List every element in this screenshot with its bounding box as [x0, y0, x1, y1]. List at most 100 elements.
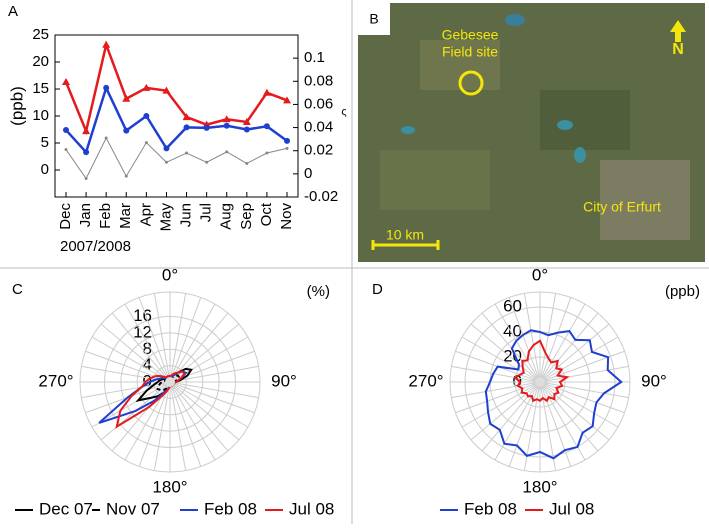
data-point — [144, 141, 148, 145]
x-tick-label: Mar — [117, 203, 134, 229]
legend-label: Dec 07 — [39, 499, 93, 518]
data-point — [183, 124, 190, 131]
grid-spoke — [539, 381, 625, 414]
x-tick-label: Nov — [278, 203, 295, 230]
grid-spoke — [138, 381, 171, 467]
grid-spoke — [169, 303, 216, 383]
grid-spoke — [111, 381, 171, 452]
y-tick-label: 15 — [32, 80, 49, 97]
north-arrow — [670, 20, 686, 42]
lake — [574, 147, 586, 163]
legend-label: Jul 08 — [289, 499, 334, 518]
y-tick-label: 5 — [41, 134, 49, 151]
x-tick-label: May — [157, 203, 174, 232]
city-label: City of Erfurt — [583, 199, 661, 215]
grid-spoke — [539, 365, 629, 383]
data-point — [205, 160, 209, 164]
grid-spoke — [138, 297, 171, 383]
grid-spoke — [111, 312, 171, 383]
theta-tick-label: 180° — [152, 477, 187, 496]
data-point — [182, 113, 191, 121]
site-marker — [458, 70, 484, 96]
data-point — [143, 113, 150, 119]
legend-label: Feb 08 — [204, 499, 257, 518]
panel-label: A — [8, 3, 18, 20]
y-tick-label: 0 — [41, 161, 49, 178]
r-tick-label: 4 — [143, 355, 152, 374]
grid-spoke — [539, 381, 610, 441]
data-point — [263, 123, 270, 130]
data-point — [223, 122, 230, 129]
north-label: N — [672, 41, 684, 58]
grid-spoke — [169, 365, 259, 383]
lake — [557, 120, 573, 130]
y2-tick-label: 0.1 — [304, 49, 325, 66]
grid-spoke — [523, 293, 541, 383]
data-point — [142, 83, 151, 91]
grid-spoke — [539, 381, 572, 467]
grid-spoke — [508, 297, 541, 383]
data-point — [203, 124, 210, 131]
grid-spoke — [494, 381, 541, 461]
x-tick-label: Sep — [238, 203, 255, 230]
grid-spoke — [124, 303, 171, 383]
theta-tick-label: 180° — [522, 477, 557, 496]
y2-tick-label: 0.02 — [304, 142, 333, 159]
data-point — [104, 136, 108, 140]
grid-spoke — [470, 381, 541, 441]
center-hub — [535, 377, 545, 387]
grid-spoke — [539, 312, 599, 383]
data-point — [262, 88, 271, 96]
x-tick-label: Dec — [57, 203, 74, 230]
data-point — [265, 151, 269, 155]
grid-spoke — [169, 381, 229, 452]
lake — [505, 14, 525, 26]
data-point — [64, 148, 68, 152]
series-line — [65, 136, 288, 180]
y-tick-label: 10 — [32, 107, 49, 124]
grid-spoke — [539, 381, 629, 399]
data-point — [82, 127, 91, 135]
unit-label: (%) — [307, 283, 330, 300]
r-tick-label: 0 — [513, 371, 522, 390]
data-point — [84, 176, 88, 180]
map-panel: B Gebesee Field site N City of Erfurt 10… — [358, 3, 705, 262]
grid-spoke — [508, 381, 541, 467]
panel-label-box — [358, 3, 390, 35]
grid-spoke — [169, 381, 187, 471]
grid-spoke — [494, 303, 541, 383]
grid-spoke — [539, 381, 619, 428]
data-point — [62, 77, 70, 85]
data-point — [185, 151, 189, 155]
x-tick-label: Jul — [198, 203, 215, 222]
y2-tick-label: -0.02 — [304, 188, 338, 205]
grid-spoke — [539, 381, 557, 471]
data-point — [63, 127, 69, 134]
unit-label: (ppb) — [665, 283, 700, 300]
grid-spoke — [451, 381, 541, 399]
series-line — [484, 329, 623, 460]
legend-label: Jul 08 — [549, 499, 594, 518]
grid-spoke — [169, 312, 229, 383]
grid-spoke — [153, 293, 171, 383]
grid-spoke — [539, 381, 599, 452]
theta-tick-label: 270° — [408, 371, 443, 390]
x-axis-label: 2007/2008 — [60, 238, 131, 255]
field-patch — [540, 90, 630, 150]
grid-spoke — [539, 350, 625, 383]
x-tick-label: Jun — [178, 203, 195, 227]
x-tick-label: Apr — [137, 203, 154, 226]
y-tick-label: 20 — [32, 53, 49, 70]
y2-tick-label: 0 — [304, 165, 312, 182]
data-point — [163, 145, 170, 152]
x-tick-label: Jan — [77, 203, 94, 227]
site-label: Field site — [442, 44, 498, 60]
center-hub — [165, 377, 175, 387]
plot-frame — [54, 34, 299, 198]
data-point — [283, 96, 291, 104]
grid-spoke — [169, 381, 249, 428]
lake — [401, 126, 415, 134]
data-point — [245, 161, 249, 165]
data-point — [103, 84, 110, 91]
